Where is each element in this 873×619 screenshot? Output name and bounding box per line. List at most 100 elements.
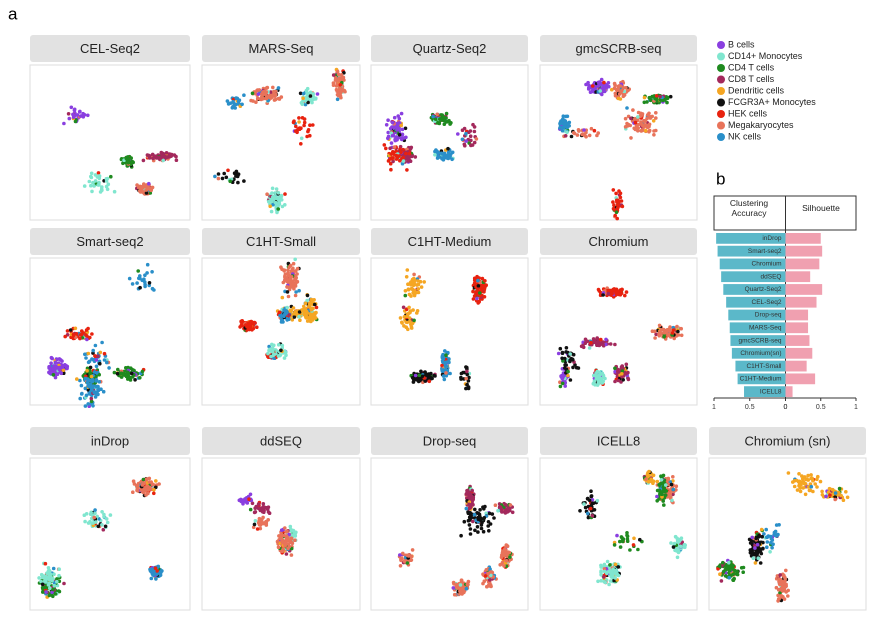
cell-dot — [753, 546, 757, 550]
cell-dot — [589, 503, 594, 508]
cell-dot — [276, 191, 281, 195]
cell-dot — [483, 574, 488, 578]
cell-dot — [50, 576, 55, 581]
cell-dot — [665, 100, 669, 105]
cell-dot — [568, 352, 572, 356]
cell-dot — [336, 79, 341, 83]
cell-dot — [86, 351, 91, 356]
cell-dot — [216, 176, 221, 181]
cell-dot — [86, 521, 91, 525]
cell-dot — [297, 288, 301, 293]
cell-dot — [127, 157, 131, 161]
cell-dot — [471, 297, 476, 301]
cell-dot — [612, 543, 617, 547]
cell-dot — [481, 572, 485, 576]
cell-dot — [141, 158, 146, 163]
cell-dot — [578, 509, 582, 513]
cell-dot — [565, 130, 569, 135]
embedding — [213, 67, 347, 215]
cell-dot — [100, 523, 104, 527]
cell-dot — [716, 567, 720, 571]
cell-dot — [571, 131, 576, 135]
cell-dot — [580, 132, 584, 137]
cell-dot — [770, 538, 775, 542]
cell-dot — [261, 515, 265, 520]
cell-dot — [563, 363, 567, 367]
cell-dot — [626, 88, 630, 93]
cell-dot — [167, 152, 172, 156]
cell-dot — [482, 295, 487, 299]
cell-dot — [783, 575, 787, 580]
cell-dot — [446, 150, 451, 155]
cell-dot — [602, 89, 607, 94]
cell-dot — [270, 186, 275, 191]
cell-dot — [281, 280, 286, 285]
cell-dot — [306, 100, 310, 105]
cell-dot — [604, 337, 608, 342]
cell-dot — [633, 120, 638, 125]
cell-dot — [146, 153, 151, 158]
cell-dot — [335, 82, 340, 87]
cell-dot — [89, 175, 94, 180]
cell-dot — [151, 573, 156, 577]
cell-dot — [469, 494, 474, 498]
cell-dot — [63, 334, 67, 339]
cell-dot — [84, 393, 89, 398]
cell-dot — [608, 579, 613, 583]
cell-dot — [90, 189, 94, 194]
cell-dot — [446, 146, 450, 151]
cell-dot — [88, 378, 92, 383]
cell-dot — [331, 83, 336, 87]
cell-dot — [409, 287, 414, 291]
cell-dot — [611, 188, 616, 192]
embedding — [47, 262, 156, 409]
bar — [785, 373, 816, 385]
cell-dot — [492, 516, 496, 520]
cell-dot — [625, 531, 629, 535]
cell-dot — [129, 371, 134, 376]
cell-dot — [154, 577, 158, 581]
cell-dot — [154, 485, 158, 490]
cell-dot — [85, 337, 89, 342]
legend-swatch — [717, 87, 725, 95]
cell-dot — [465, 491, 469, 496]
cell-dot — [792, 484, 797, 489]
cell-dot — [236, 180, 240, 185]
cell-dot — [741, 570, 745, 574]
cell-dot — [407, 305, 411, 310]
cell-dot — [122, 369, 127, 374]
cell-dot — [253, 519, 258, 523]
cell-dot — [399, 150, 403, 154]
cell-dot — [591, 373, 596, 378]
cell-dot — [769, 535, 773, 539]
cell-dot — [561, 119, 566, 123]
cell-dot — [582, 502, 586, 506]
cell-dot — [89, 396, 94, 401]
cell-dot — [589, 494, 594, 499]
bar — [735, 360, 786, 372]
cell-dot — [657, 323, 662, 328]
cell-dot — [433, 149, 437, 154]
cell-dot — [624, 371, 628, 376]
cell-dot — [432, 373, 436, 378]
cell-dot — [280, 549, 285, 553]
cell-dot — [89, 388, 94, 392]
cell-dot — [105, 360, 109, 365]
cell-dot — [401, 305, 406, 310]
cell-dot — [487, 511, 492, 516]
cell-dot — [86, 113, 90, 118]
cell-dot — [809, 484, 814, 489]
cell-dot — [833, 491, 838, 495]
cell-dot — [306, 128, 311, 132]
cell-dot — [441, 374, 446, 378]
legend-swatch — [717, 75, 725, 84]
cell-dot — [337, 76, 342, 80]
cell-dot — [282, 541, 287, 546]
cell-dot — [97, 180, 101, 185]
cell-dot — [289, 553, 294, 557]
cell-dot — [283, 526, 287, 530]
cell-dot — [570, 357, 575, 362]
cell-dot — [258, 526, 263, 531]
cell-dot — [55, 579, 59, 584]
cell-dot — [588, 506, 593, 511]
